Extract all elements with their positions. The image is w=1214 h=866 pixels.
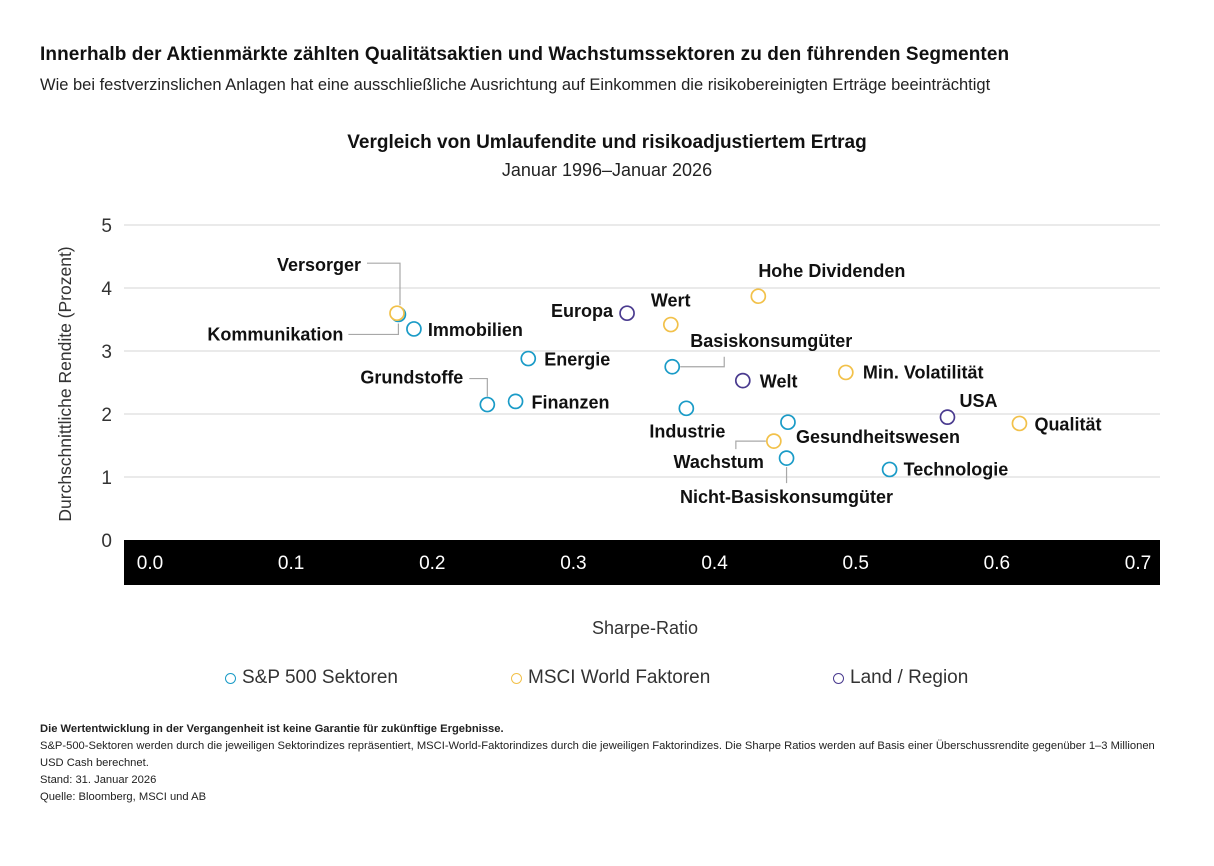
point-immobilien: [406, 321, 422, 337]
point-basiskonsumgueter: [664, 358, 681, 375]
x-tick-label-0.6: 0.6: [984, 553, 1010, 574]
point-finanzen: [507, 393, 524, 410]
x-tick-label-0.7: 0.7: [1125, 553, 1151, 574]
footnote-disclaimer: Die Wertentwicklung in der Vergangenheit…: [40, 723, 504, 735]
point-min-volatilitaet: [837, 364, 854, 381]
leader-line-wachstum: [735, 440, 766, 450]
point-label-versorger: Versorger: [277, 255, 361, 275]
point-wachstum: [766, 433, 782, 449]
legend-item-region: Land / Region: [833, 666, 968, 690]
point-technologie: [881, 461, 898, 478]
legend-label-msci: MSCI World Faktoren: [528, 667, 711, 688]
y-tick-label-0: 0: [101, 531, 112, 552]
point-grundstoffe: [479, 396, 496, 413]
chart-title: Vergleich von Umlaufendite und risikoadj…: [347, 132, 866, 153]
scatter-chart: Vergleich von Umlaufendite und risikoadj…: [55, 132, 1160, 638]
point-versorger: [389, 305, 405, 322]
y-tick-label-2: 2: [101, 405, 112, 426]
point-welt: [734, 372, 751, 389]
point-label-min-volatilitaet: Min. Volatilität: [863, 362, 984, 382]
y-axis-label: Durchschnittliche Rendite (Prozent): [55, 246, 75, 521]
point-label-hohe-dividenden: Hohe Dividenden: [758, 261, 905, 281]
point-label-immobilien: Immobilien: [428, 320, 523, 340]
leader-line-grundstoffe: [469, 377, 488, 397]
leader-line-basiskonsumgueter: [680, 356, 725, 368]
point-label-welt: Welt: [760, 372, 798, 392]
x-tick-label-0.5: 0.5: [843, 553, 869, 574]
x-tick-label-0.1: 0.1: [278, 553, 304, 574]
point-wert: [662, 316, 679, 333]
point-label-wert: Wert: [651, 291, 691, 311]
point-label-europa: Europa: [551, 301, 614, 321]
legend-swatch-region: [833, 672, 844, 684]
x-tick-label-0.0: 0.0: [137, 553, 163, 574]
footnote-date: Stand: 31. Januar 2026: [40, 774, 157, 786]
legend-swatch-sp500: [225, 672, 236, 684]
legend-item-sp500: S&P 500 Sektoren: [225, 666, 398, 690]
point-hohe-dividenden: [750, 288, 767, 305]
legend-swatch-msci: [511, 672, 522, 684]
y-tick-label-3: 3: [101, 342, 112, 363]
x-tick-label-0.3: 0.3: [560, 553, 586, 574]
legend-item-msci: MSCI World Faktoren: [511, 666, 710, 690]
point-label-wachstum: Wachstum: [674, 452, 764, 472]
footnotes: Die Wertentwicklung in der Vergangenheit…: [40, 721, 1180, 806]
x-tick-label-0.2: 0.2: [419, 553, 445, 574]
point-label-basiskonsumgueter: Basiskonsumgüter: [690, 331, 852, 351]
chart-subtitle: Januar 1996–Januar 2026: [502, 160, 712, 180]
point-label-qualitaet: Qualität: [1034, 414, 1101, 434]
point-energie: [520, 350, 537, 367]
point-europa: [619, 305, 635, 322]
y-tick-label-1: 1: [101, 468, 112, 489]
point-label-grundstoffe: Grundstoffe: [360, 368, 463, 388]
point-label-industrie: Industrie: [649, 421, 725, 441]
point-label-gesundheitswesen: Gesundheitswesen: [796, 427, 960, 447]
point-label-nicht-basiskonsumgueter: Nicht-Basiskonsumgüter: [680, 487, 893, 507]
point-label-technologie: Technologie: [904, 459, 1009, 479]
legend-label-region: Land / Region: [850, 667, 969, 688]
point-gesundheitswesen: [780, 414, 796, 431]
footnote-note: S&P-500-Sektoren werden durch die jeweil…: [40, 740, 1155, 769]
point-nicht-basiskonsumgueter: [778, 450, 795, 466]
leader-line-kommunikation: [348, 323, 400, 336]
x-axis-band: [124, 540, 1160, 585]
point-label-finanzen: Finanzen: [532, 392, 610, 412]
point-label-kommunikation: Kommunikation: [207, 324, 343, 344]
point-usa: [939, 409, 956, 425]
legend-label-sp500: S&P 500 Sektoren: [242, 667, 398, 688]
y-tick-label-4: 4: [101, 279, 112, 300]
x-axis-label: Sharpe-Ratio: [592, 618, 698, 638]
footnote-source: Quelle: Bloomberg, MSCI und AB: [40, 791, 207, 803]
x-tick-label-0.4: 0.4: [701, 553, 728, 574]
leader-line-versorger: [367, 262, 401, 306]
point-label-energie: Energie: [544, 350, 610, 370]
headline: Innerhalb der Aktienmärkte zählten Quali…: [40, 44, 1010, 65]
subheadline: Wie bei festverzinslichen Anlagen hat ei…: [40, 76, 991, 94]
y-tick-label-5: 5: [101, 216, 112, 237]
point-label-usa: USA: [959, 391, 997, 411]
point-industrie: [678, 400, 695, 417]
point-qualitaet: [1011, 415, 1028, 432]
